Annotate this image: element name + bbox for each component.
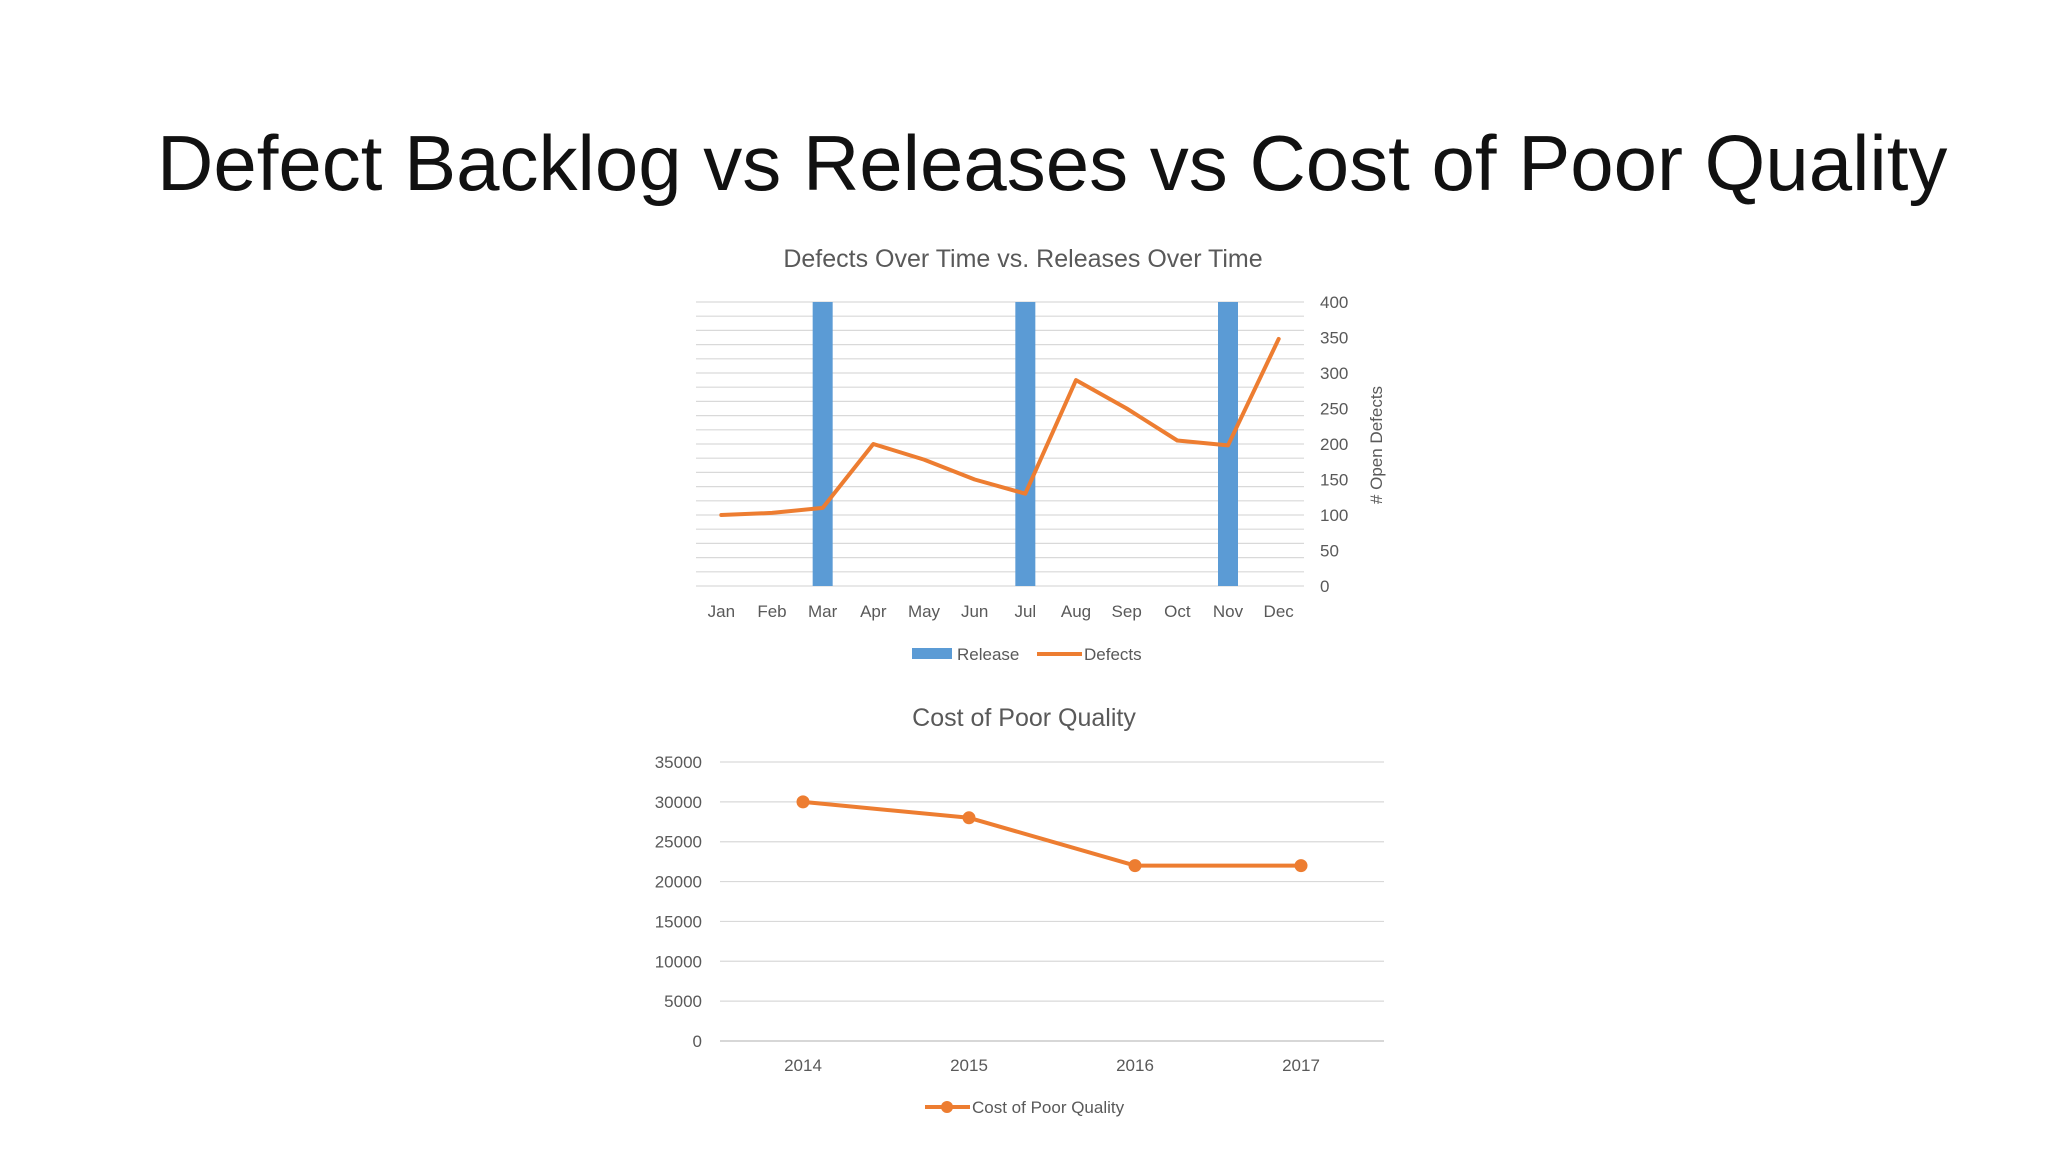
chart1-x-tick: Apr (860, 602, 887, 621)
chart1-x-tick: May (908, 602, 941, 621)
legend-label-cost: Cost of Poor Quality (972, 1098, 1125, 1117)
chart1-y-tick-labels: 0 50 100 150 200 250 300 350 400 (1320, 293, 1348, 596)
chart1-y-tick: 350 (1320, 329, 1348, 348)
chart1-defects-polyline (719, 336, 1281, 517)
chart2-y-tick: 5000 (664, 992, 702, 1011)
chart2-cost-point (1128, 859, 1142, 873)
chart1-x-tick: Sep (1112, 602, 1142, 621)
chart1-y-tick: 250 (1320, 400, 1348, 419)
chart1-y-tick: 0 (1320, 577, 1329, 596)
chart1-legend: Release Defects (912, 645, 1142, 664)
chart1-x-tick: Dec (1264, 602, 1295, 621)
chart2-y-tick: 30000 (655, 793, 702, 812)
chart2-y-tick: 15000 (655, 912, 702, 931)
chart2-legend: Cost of Poor Quality (925, 1098, 1125, 1117)
chart1-x-tick: Feb (757, 602, 786, 621)
chart2-cost-line (796, 795, 1308, 873)
chart2-y-tick-labels: 0 5000 10000 15000 20000 25000 30000 35000 (655, 753, 702, 1051)
chart1-y-tick: 150 (1320, 471, 1348, 490)
legend-swatch-release (912, 648, 952, 659)
chart1-x-tick: Jul (1014, 602, 1036, 621)
legend-marker-cost (941, 1101, 953, 1113)
chart2-cost-polyline (802, 799, 1301, 868)
legend-label-defects: Defects (1084, 645, 1142, 664)
chart2-x-tick: 2015 (950, 1056, 988, 1075)
chart1-x-tick: Mar (808, 602, 838, 621)
chart1-y-tick: 300 (1320, 364, 1348, 383)
chart2-x-tick-labels: 2014 2015 2016 2017 (784, 1056, 1320, 1075)
chart1-x-tick: Oct (1164, 602, 1191, 621)
chart1-y-axis-title: # Open Defects (1367, 386, 1386, 504)
chart2-gridlines (720, 761, 1384, 1042)
chart2-y-tick: 10000 (655, 952, 702, 971)
chart2-y-tick: 35000 (655, 753, 702, 772)
chart2-title: Cost of Poor Quality (912, 704, 1136, 732)
chart1-y-tick: 50 (1320, 542, 1339, 561)
chart1-y-tick: 200 (1320, 435, 1348, 454)
chart2-cost-point (962, 811, 976, 825)
legend-label-release: Release (957, 645, 1019, 664)
chart2-cost-point (1294, 859, 1308, 873)
chart1-x-tick: Jun (961, 602, 988, 621)
chart1-y-tick: 400 (1320, 293, 1348, 312)
chart1-release-bar (812, 302, 833, 586)
chart1-y-tick: 100 (1320, 506, 1348, 525)
defects-releases-chart: Defects Over Time vs. Releases Over Time… (696, 245, 1386, 664)
chart1-x-tick: Jan (708, 602, 735, 621)
chart2-cost-point (796, 795, 810, 809)
chart2-y-tick: 0 (693, 1032, 702, 1051)
chart2-x-tick: 2014 (784, 1056, 822, 1075)
slide-title: Defect Backlog vs Releases vs Cost of Po… (157, 119, 1948, 207)
chart1-release-bar (1015, 302, 1036, 586)
chart2-x-tick: 2017 (1282, 1056, 1320, 1075)
chart2-y-tick: 20000 (655, 873, 702, 892)
chart1-title: Defects Over Time vs. Releases Over Time (783, 245, 1262, 273)
chart1-x-tick: Aug (1061, 602, 1091, 621)
chart2-x-tick: 2016 (1116, 1056, 1154, 1075)
chart1-x-tick: Nov (1213, 602, 1244, 621)
chart1-defects-line (719, 336, 1281, 517)
chart1-x-tick-labels: Jan Feb Mar Apr May Jun Jul Aug Sep Oct Nov Dec (708, 602, 1295, 621)
chart2-y-tick: 25000 (655, 833, 702, 852)
